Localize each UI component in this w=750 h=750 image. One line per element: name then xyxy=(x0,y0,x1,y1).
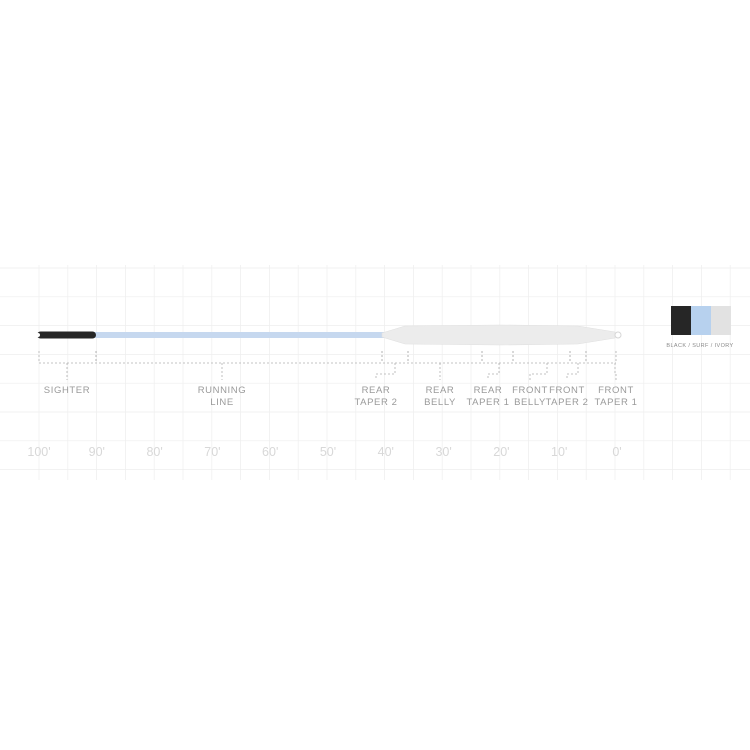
segment-label-front-taper-2: FRONT TAPER 2 xyxy=(545,385,588,408)
scale-label: 0' xyxy=(612,445,621,459)
scale-label: 40' xyxy=(378,445,394,459)
running-line-section xyxy=(94,332,394,338)
segment-label-front-taper-1: FRONT TAPER 1 xyxy=(594,385,637,408)
head-section xyxy=(381,324,616,346)
segment-label-rear-belly: REAR BELLY xyxy=(424,385,456,408)
bracket-leader xyxy=(614,363,617,380)
scale-label: 50' xyxy=(320,445,336,459)
segment-label-sighter: SIGHTER xyxy=(44,385,90,396)
front-loop-icon xyxy=(614,331,622,339)
swatch-color-2 xyxy=(691,306,711,335)
scale-label: 90' xyxy=(89,445,105,459)
swatch-color-1 xyxy=(671,306,691,335)
segment-label-rear-taper-2: REAR TAPER 2 xyxy=(354,385,397,408)
segment-brackets xyxy=(38,351,617,380)
scale-label: 100' xyxy=(27,445,50,459)
color-swatch xyxy=(671,306,731,335)
bracket-leader xyxy=(566,363,579,380)
swatch-color-3 xyxy=(711,306,731,335)
scale-label: 10' xyxy=(551,445,567,459)
fly-line xyxy=(35,324,622,346)
segment-label-rear-taper-1: REAR TAPER 1 xyxy=(466,385,509,408)
segment-label-front-belly: FRONT BELLY xyxy=(512,385,548,408)
sighter-section xyxy=(37,331,96,339)
bracket-leader xyxy=(375,363,396,380)
distance-scale: 100' 90' 80' 70' 60' 50' 40' 30' 20' 10' 0' xyxy=(27,445,621,459)
scale-label: 80' xyxy=(146,445,162,459)
color-swatch-caption: BLACK / SURF / IVORY xyxy=(666,343,733,349)
segment-label-running-line: RUNNING LINE xyxy=(198,385,247,408)
scale-label: 20' xyxy=(493,445,509,459)
scale-label: 70' xyxy=(204,445,220,459)
bracket-leader xyxy=(487,363,500,380)
background-grid xyxy=(0,265,750,480)
scale-label: 30' xyxy=(435,445,451,459)
bracket-leader xyxy=(529,363,548,380)
rear-loop-icon xyxy=(35,333,40,337)
scale-label: 60' xyxy=(262,445,278,459)
segment-labels: SIGHTER RUNNING LINE REAR TAPER 2 REAR BELLY RE… xyxy=(44,385,637,408)
